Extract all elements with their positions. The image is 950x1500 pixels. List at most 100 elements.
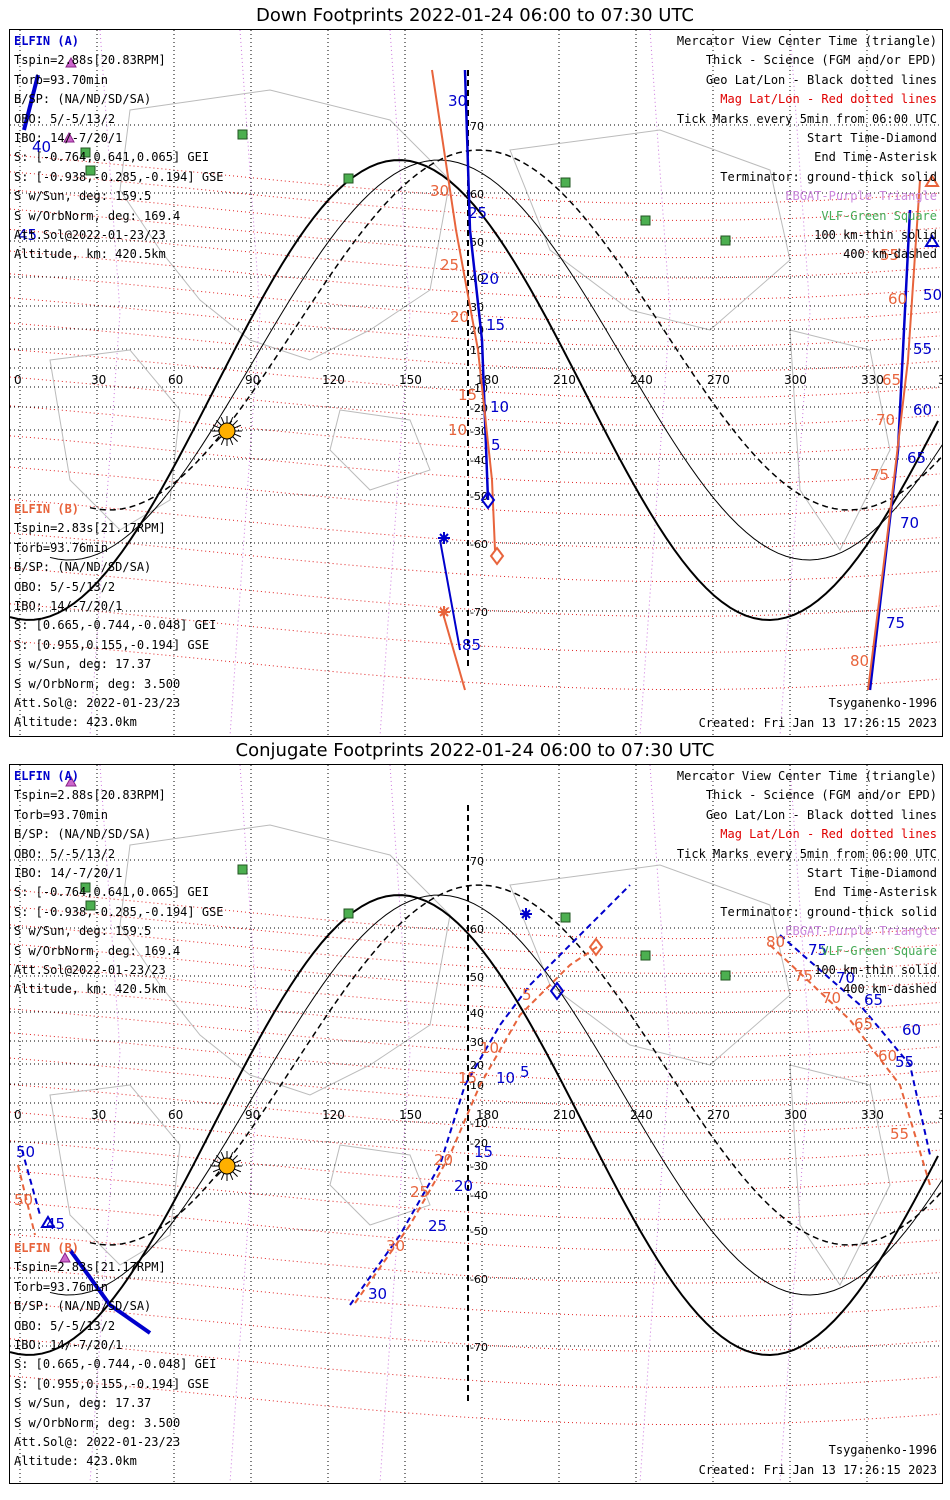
vlf-green-square-icon	[640, 215, 651, 226]
elfin-b-tick-label: 50	[14, 1191, 33, 1209]
continent-outline	[119, 824, 451, 1096]
sun-ray	[229, 1151, 234, 1159]
elfin-a-tick-label: 45	[18, 226, 37, 244]
elfin-b-tick-label: 25	[410, 1183, 429, 1201]
start-diamond-icon	[588, 937, 604, 957]
elfin-a-line: S: [-0.938,-0.285,-0.194] GSE	[14, 169, 224, 184]
continent-outline	[509, 864, 791, 1066]
elfin-a-line: IBO: 14/-7/20/1	[14, 131, 123, 146]
elfin-a-track	[779, 934, 931, 1156]
continent-outline	[509, 129, 791, 331]
elfin-a-tick-label: 85	[462, 636, 481, 654]
continent-outline	[329, 1144, 431, 1226]
elfin-b-line: Altitude: 423.0km	[14, 715, 137, 730]
sun-ray	[220, 1173, 225, 1181]
elfin-a-line: S w/OrbNorm, deg: 169.4	[14, 208, 181, 223]
lat-tick-label: 40	[470, 1007, 484, 1020]
elfin-b-line: IBO: 14/-7/20/1	[14, 599, 123, 614]
legend-item: Mercator View Center Time (triangle)	[676, 769, 937, 783]
end-asterisk-icon	[438, 606, 450, 618]
elfin-a-tick-label: 20	[454, 1177, 473, 1195]
vlf-green-square-icon	[640, 950, 651, 961]
continent-outline	[329, 409, 431, 491]
elfin-a-line: Altitude, km: 420.5km	[14, 982, 166, 997]
elfin-a-line: IBO: 14/-7/20/1	[14, 866, 123, 881]
elfin-b-tick-label: 55	[890, 1125, 909, 1143]
lat-tick-label: -70	[470, 606, 488, 619]
center-triangle-icon	[924, 174, 940, 187]
vlf-green-square-icon	[343, 908, 354, 919]
elfin-a-tick-label: 55	[895, 1053, 914, 1071]
elfin-a-tick-label: 45	[46, 1215, 65, 1233]
elfin-a-tick-label: 10	[490, 398, 509, 416]
elfin-a-tick-label: 40	[32, 138, 51, 156]
continent-outline	[119, 89, 451, 361]
elfin-b-line: S: [0.665,-0.744,-0.048] GEI	[14, 1357, 217, 1372]
sun-ray	[234, 1168, 242, 1173]
legend-item: VLF-Green Square	[821, 943, 937, 958]
created-timestamp: Created: Fri Jan 13 17:26:15 2023	[698, 1463, 937, 1477]
elfin-b-line: S w/Sun, deg: 17.37	[14, 1396, 152, 1411]
elfin-b-info: ELFIN (B) Tspin=2.83s[21.17RPM] Torb=93.…	[14, 1239, 216, 1472]
vlf-green-square-icon	[85, 900, 96, 911]
elfin-b-line: Att.Sol@: 2022-01-23/23	[14, 1435, 181, 1450]
legend-item: 100 km-thin solid	[814, 228, 937, 243]
elfin-a-tick-label: 75	[886, 614, 905, 632]
elfin-a-tick-label: 30	[368, 1285, 387, 1303]
mag-lon-line	[379, 765, 411, 1483]
vlf-green-square-icon	[560, 177, 571, 188]
vlf-green-square-icon	[720, 970, 731, 981]
legend: Mercator View Center Time (triangle) Thi…	[677, 767, 937, 1000]
vlf-green-square-icon	[85, 165, 96, 176]
elfin-b-label: ELFIN (B)	[14, 502, 80, 516]
elfin-b-line: Att.Sol@: 2022-01-23/23	[14, 696, 181, 711]
legend: Mercator View Center Time (triangle) Thi…	[677, 32, 937, 265]
terminator-400km-line	[89, 149, 942, 511]
elfin-a-line: OBO: 5/-5/13/2	[14, 846, 116, 861]
lat-tick-label: 70	[470, 120, 484, 133]
panel-title-conjugate: Conjugate Footprints 2022-01-24 06:00 to…	[235, 740, 715, 761]
sun-ray	[212, 1159, 220, 1164]
elfin-b-line: S w/OrbNorm, deg: 3.500	[14, 1415, 181, 1430]
elfin-b-line: B/SP: (NA/ND/SD/SA)	[14, 560, 152, 575]
legend-item: Tick Marks every 5min from 06:00 UTC	[676, 111, 937, 126]
elfin-a-line: B/SP: (NA/ND/SD/SA)	[14, 827, 152, 842]
legend-item: Geo Lat/Lon - Black dotted lines	[705, 72, 937, 87]
elfin-a-tick-label: 15	[474, 1143, 493, 1161]
elfin-a-tick-label: 70	[900, 514, 919, 532]
elfin-a-tick-label: 70	[836, 969, 855, 987]
created-timestamp: Created: Fri Jan 13 17:26:15 2023	[698, 716, 937, 730]
legend-item: 400 km-dashed	[843, 982, 937, 997]
elfin-a-tick-label: 25	[428, 1217, 447, 1235]
elfin-a-label: ELFIN (A)	[14, 34, 80, 48]
lon-tick-label: 270	[707, 1108, 730, 1122]
vlf-green-square-icon	[80, 882, 91, 893]
legend-item: End Time-Asterisk	[814, 150, 937, 165]
sun-ray	[232, 1171, 238, 1177]
elfin-a-tick-label: 55	[913, 340, 932, 358]
lat-tick-label: 70	[470, 855, 484, 868]
vlf-green-square-icon	[343, 173, 354, 184]
elfin-b-line: S w/OrbNorm, deg: 3.500	[14, 676, 181, 691]
elfin-b-track	[431, 69, 496, 551]
elfin-a-info: ELFIN (A) Tspin=2.88s[20.83RPM] Torb=93.…	[14, 767, 224, 1000]
elfin-a-line: S w/Sun, deg: 159.5	[14, 924, 152, 939]
elfin-b-track	[867, 179, 921, 691]
elfin-b-line: Torb=93.76min	[14, 540, 108, 555]
elfin-b-tick-label: 65	[882, 371, 901, 389]
vlf-green-square-icon	[237, 864, 248, 875]
elfin-a-line: S: [-0.938,-0.285,-0.194] GSE	[14, 904, 224, 919]
sun-ray	[232, 1155, 238, 1161]
lon-tick-label: 360	[938, 373, 942, 387]
start-diamond-icon	[489, 546, 505, 566]
sun-ray	[216, 436, 222, 442]
elfin-a-line: OBO: 5/-5/13/2	[14, 111, 116, 126]
continent-outline	[789, 329, 891, 551]
legend-item: Start Time-Diamond	[806, 866, 937, 881]
elfin-a-line: Altitude, km: 420.5km	[14, 247, 166, 262]
sun-ray	[232, 436, 238, 442]
sun-icon	[218, 1157, 236, 1175]
sun-ray	[229, 416, 234, 424]
lon-tick-label: 330	[861, 373, 884, 387]
lon-tick-label: 330	[861, 1108, 884, 1122]
